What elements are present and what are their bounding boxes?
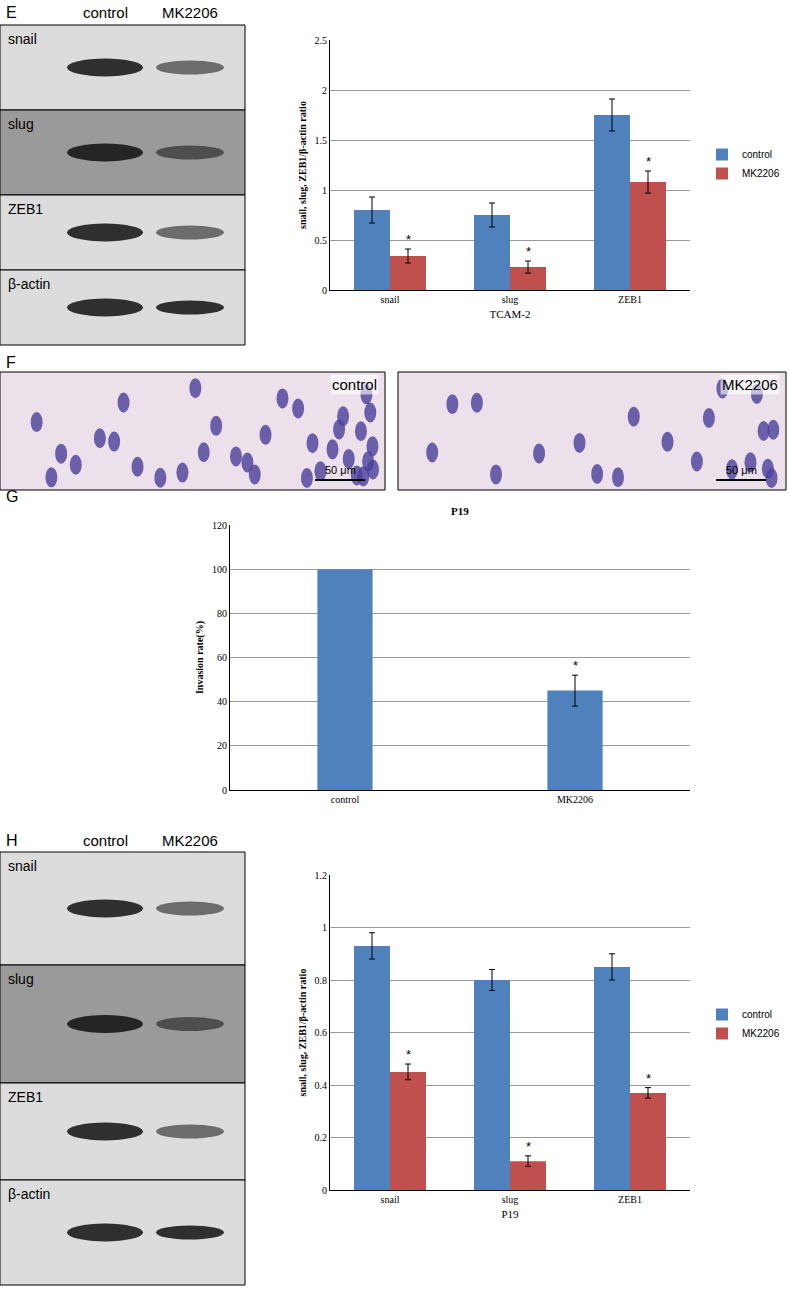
svg-text:snail: snail [381, 294, 400, 305]
svg-text:2.5: 2.5 [315, 35, 328, 46]
svg-text:Invasion rate(%): Invasion rate(%) [194, 621, 206, 694]
svg-text:*: * [526, 1139, 531, 1154]
svg-text:TCAM-2: TCAM-2 [490, 308, 531, 320]
svg-text:snail: snail [8, 31, 37, 47]
svg-text:1: 1 [322, 922, 327, 933]
svg-text:*: * [406, 1047, 411, 1062]
svg-text:ZEB1: ZEB1 [8, 1089, 43, 1105]
svg-text:slug: slug [502, 1194, 519, 1205]
svg-text:control: control [742, 1009, 772, 1020]
svg-text:50 μm: 50 μm [325, 464, 356, 476]
svg-text:slug: slug [502, 294, 519, 305]
svg-text:β-actin: β-actin [8, 1186, 50, 1202]
svg-text:snail, slug, ZEB1/β-actin rati: snail, slug, ZEB1/β-actin ratio [297, 101, 308, 229]
svg-text:control: control [83, 4, 128, 21]
svg-text:snail, slug, ZEB1/β-actin rati: snail, slug, ZEB1/β-actin ratio [297, 969, 308, 1097]
svg-text:*: * [646, 154, 651, 169]
svg-text:snail: snail [8, 858, 37, 874]
svg-text:slug: slug [8, 116, 34, 132]
svg-text:P19: P19 [501, 1208, 519, 1220]
svg-text:ZEB1: ZEB1 [618, 1194, 642, 1205]
svg-text:80: 80 [217, 608, 227, 619]
svg-text:0.2: 0.2 [315, 1132, 328, 1143]
svg-text:0.5: 0.5 [315, 235, 328, 246]
svg-text:0: 0 [222, 785, 227, 796]
svg-text:MK2206: MK2206 [162, 4, 218, 21]
svg-text:0.8: 0.8 [315, 975, 328, 986]
svg-text:control: control [742, 149, 772, 160]
svg-text:1.2: 1.2 [315, 870, 328, 881]
svg-text:β-actin: β-actin [8, 276, 50, 292]
svg-text:MK2206: MK2206 [742, 168, 780, 179]
svg-text:50 μm: 50 μm [726, 464, 757, 476]
svg-text:100: 100 [212, 564, 227, 575]
svg-text:*: * [406, 232, 411, 247]
svg-text:H: H [6, 832, 18, 849]
svg-text:0: 0 [322, 285, 327, 296]
svg-text:control: control [331, 794, 360, 805]
svg-text:*: * [646, 1071, 651, 1086]
svg-text:MK2206: MK2206 [162, 832, 218, 849]
svg-text:slug: slug [8, 971, 34, 987]
svg-text:P19: P19 [451, 505, 469, 517]
svg-text:1.5: 1.5 [315, 135, 328, 146]
svg-text:snail: snail [381, 1194, 400, 1205]
svg-text:60: 60 [217, 652, 227, 663]
svg-text:*: * [573, 658, 578, 673]
svg-text:120: 120 [212, 520, 227, 531]
svg-text:MK2206: MK2206 [742, 1028, 780, 1039]
svg-text:1: 1 [322, 185, 327, 196]
svg-text:2: 2 [322, 85, 327, 96]
svg-text:control: control [332, 376, 377, 393]
svg-text:0.6: 0.6 [315, 1027, 328, 1038]
svg-text:40: 40 [217, 696, 227, 707]
svg-text:20: 20 [217, 740, 227, 751]
svg-text:0: 0 [322, 1185, 327, 1196]
svg-text:F: F [6, 354, 16, 371]
svg-text:*: * [526, 244, 531, 259]
svg-text:MK2206: MK2206 [722, 376, 778, 393]
svg-text:E: E [6, 4, 17, 21]
svg-text:G: G [6, 488, 18, 505]
svg-text:ZEB1: ZEB1 [8, 201, 43, 217]
svg-text:control: control [83, 832, 128, 849]
svg-text:ZEB1: ZEB1 [618, 294, 642, 305]
svg-text:MK2206: MK2206 [557, 794, 593, 805]
svg-text:0.4: 0.4 [315, 1080, 328, 1091]
